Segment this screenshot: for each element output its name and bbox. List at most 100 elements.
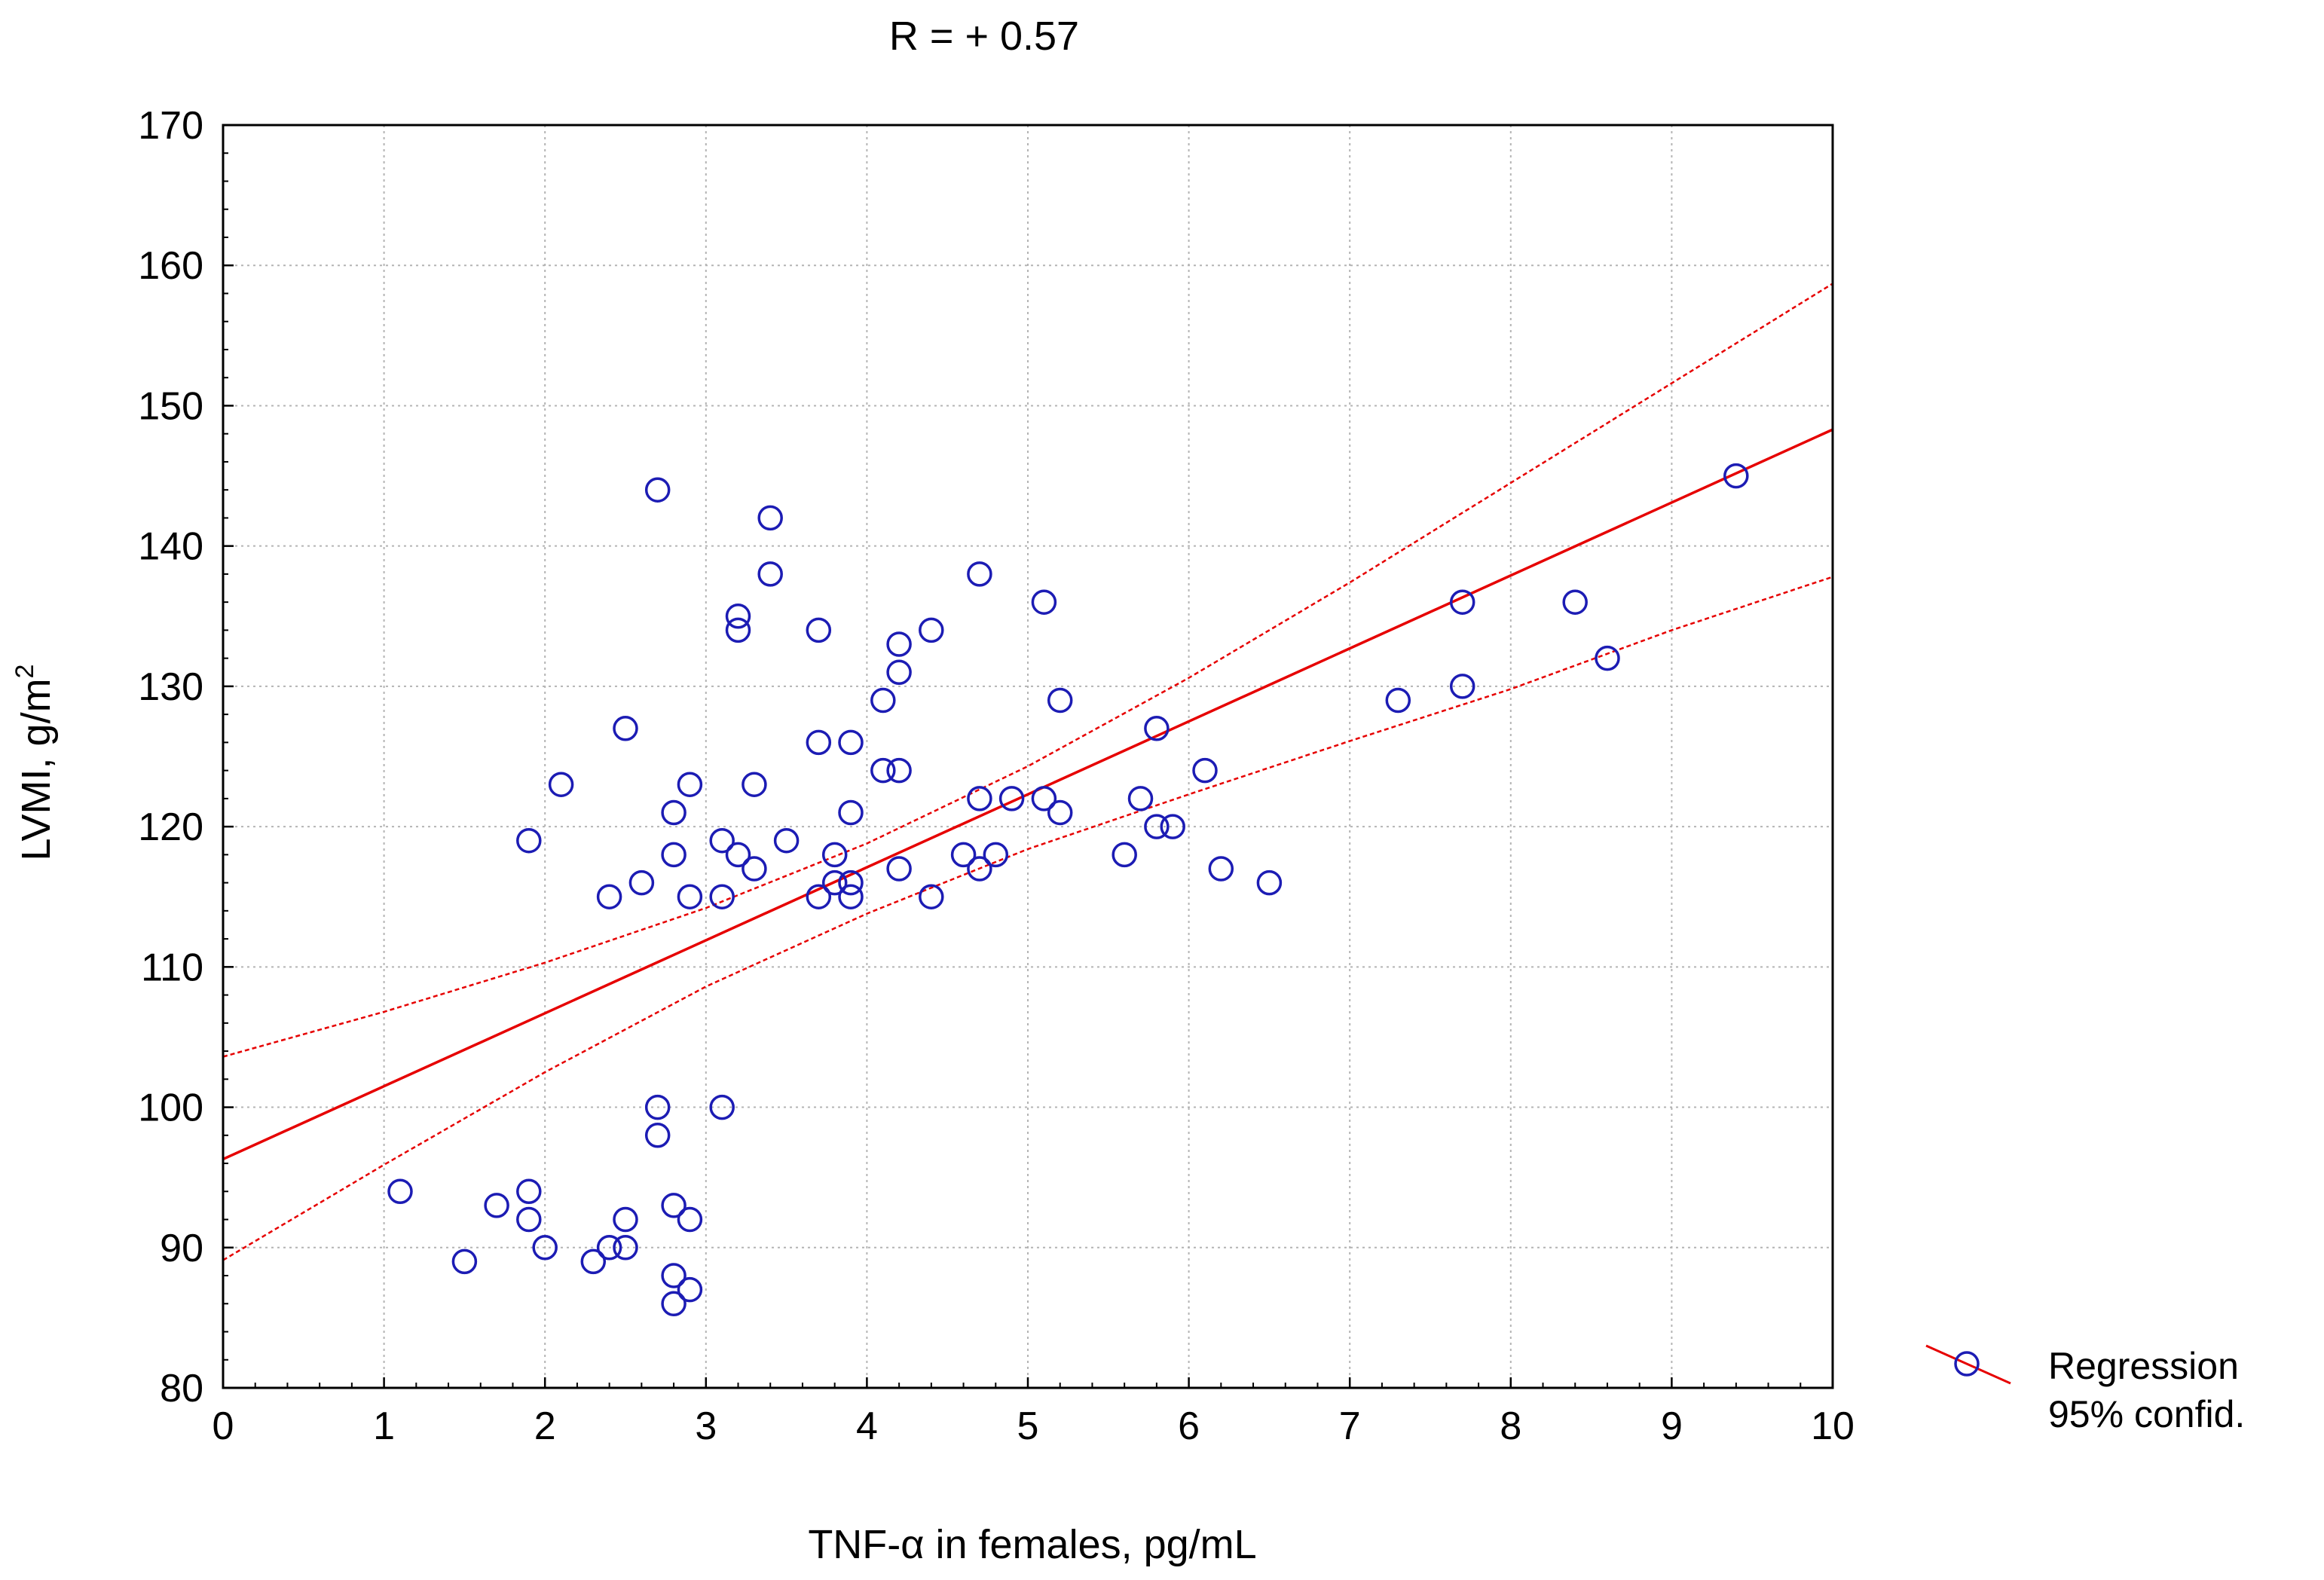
y-tick-label: 100 <box>138 1086 203 1130</box>
x-tick-label: 1 <box>373 1404 395 1448</box>
chart-title: R = + 0.57 <box>889 14 1079 59</box>
data-point <box>451 1248 478 1275</box>
y-tick-label: 110 <box>141 946 203 989</box>
data-point <box>757 561 783 587</box>
legend-marker <box>1954 1351 1980 1377</box>
confidence-band <box>222 283 1833 1261</box>
y-axis-label: LVMI, g/m2 <box>11 665 59 861</box>
data-point <box>725 617 751 643</box>
data-point <box>806 617 832 643</box>
data-point <box>387 1178 413 1205</box>
x-tick-label: 4 <box>856 1404 878 1448</box>
data-point <box>1127 786 1154 811</box>
data-point <box>1031 786 1057 811</box>
legend-entry-regression: Regression <box>2048 1345 2239 1387</box>
data-point <box>1160 814 1185 839</box>
y-axis-label-main: LVMI, g/m <box>14 678 59 860</box>
data-point <box>532 1235 558 1261</box>
data-point <box>886 631 912 657</box>
data-point <box>516 1206 542 1233</box>
data-point <box>1192 757 1218 784</box>
data-point <box>1595 645 1620 671</box>
y-tick-label: 160 <box>138 244 203 288</box>
data-point <box>1562 589 1588 615</box>
data-point <box>821 842 848 868</box>
data-point <box>644 1123 671 1148</box>
data-point <box>677 884 703 909</box>
y-tick-label: 80 <box>160 1367 203 1410</box>
y-tick-label: 90 <box>160 1227 203 1270</box>
data-point <box>725 842 751 868</box>
data-point <box>709 1094 735 1120</box>
y-tick-label: 130 <box>138 665 203 709</box>
regression <box>222 428 1833 1161</box>
data-point <box>806 729 832 756</box>
legend-regression-line <box>1925 1344 2011 1385</box>
data-point <box>516 827 542 854</box>
confidence-lower-line <box>222 576 1833 1261</box>
data-point <box>1047 799 1073 826</box>
x-tick-label: 6 <box>1178 1404 1200 1448</box>
x-axis-label: TNF-α in females, pg/mL <box>808 1522 1256 1567</box>
y-tick-label: 170 <box>138 104 203 148</box>
x-tick-label: 2 <box>534 1404 556 1448</box>
axes <box>222 124 1834 1389</box>
data-point <box>580 1248 607 1275</box>
data-point <box>677 772 703 797</box>
data-point <box>886 856 912 882</box>
data-point <box>806 884 832 909</box>
data-point <box>838 729 864 756</box>
data-point <box>886 757 912 784</box>
data-point <box>1256 869 1283 896</box>
x-tick-label: 7 <box>1339 1404 1361 1448</box>
y-tick-label: 150 <box>138 384 203 428</box>
data-point <box>1449 589 1475 615</box>
data-point <box>661 799 686 826</box>
data-point <box>998 786 1025 811</box>
data-point <box>1385 687 1411 714</box>
data-point <box>613 716 638 741</box>
data-point <box>1723 463 1749 489</box>
data-point <box>838 799 864 826</box>
data-point <box>838 884 864 909</box>
data-point <box>613 1206 638 1233</box>
data-point <box>709 884 735 909</box>
legend: Regression 95% confid. <box>1925 1344 2245 1435</box>
data-point <box>661 1193 686 1218</box>
x-tick-label: 8 <box>1500 1404 1521 1448</box>
x-tick-label: 5 <box>1017 1404 1039 1448</box>
confidence-upper-line <box>222 283 1833 1058</box>
data-point <box>1112 842 1137 868</box>
data-point <box>548 772 574 797</box>
data-point <box>1144 716 1170 741</box>
data-points <box>387 463 1749 1317</box>
data-point <box>773 827 800 854</box>
data-point <box>870 757 896 784</box>
data-point <box>661 1263 686 1288</box>
data-point <box>725 604 751 629</box>
x-tick-label: 10 <box>1811 1404 1855 1448</box>
regression-line <box>222 428 1833 1161</box>
data-point <box>596 884 622 909</box>
data-point <box>919 617 944 643</box>
data-point <box>1047 687 1073 714</box>
plot-frame <box>222 124 1834 1389</box>
data-point <box>709 827 735 854</box>
data-point <box>1031 589 1057 615</box>
data-point <box>677 1206 703 1233</box>
y-tick-label: 140 <box>138 525 203 569</box>
data-point <box>919 884 944 909</box>
x-tick-labels: 0 1 2 3 4 5 6 7 8 9 10 <box>213 1404 1855 1448</box>
y-axis-label-superscript: 2 <box>11 665 39 679</box>
x-tick-label: 9 <box>1661 1404 1683 1448</box>
data-point <box>967 856 992 882</box>
data-point <box>838 869 864 896</box>
data-point <box>661 1291 686 1317</box>
data-point <box>870 687 896 714</box>
data-point <box>516 1178 542 1205</box>
data-point <box>628 869 655 896</box>
data-point <box>644 477 671 503</box>
data-point <box>967 561 992 587</box>
x-tick-label: 0 <box>213 1404 234 1448</box>
